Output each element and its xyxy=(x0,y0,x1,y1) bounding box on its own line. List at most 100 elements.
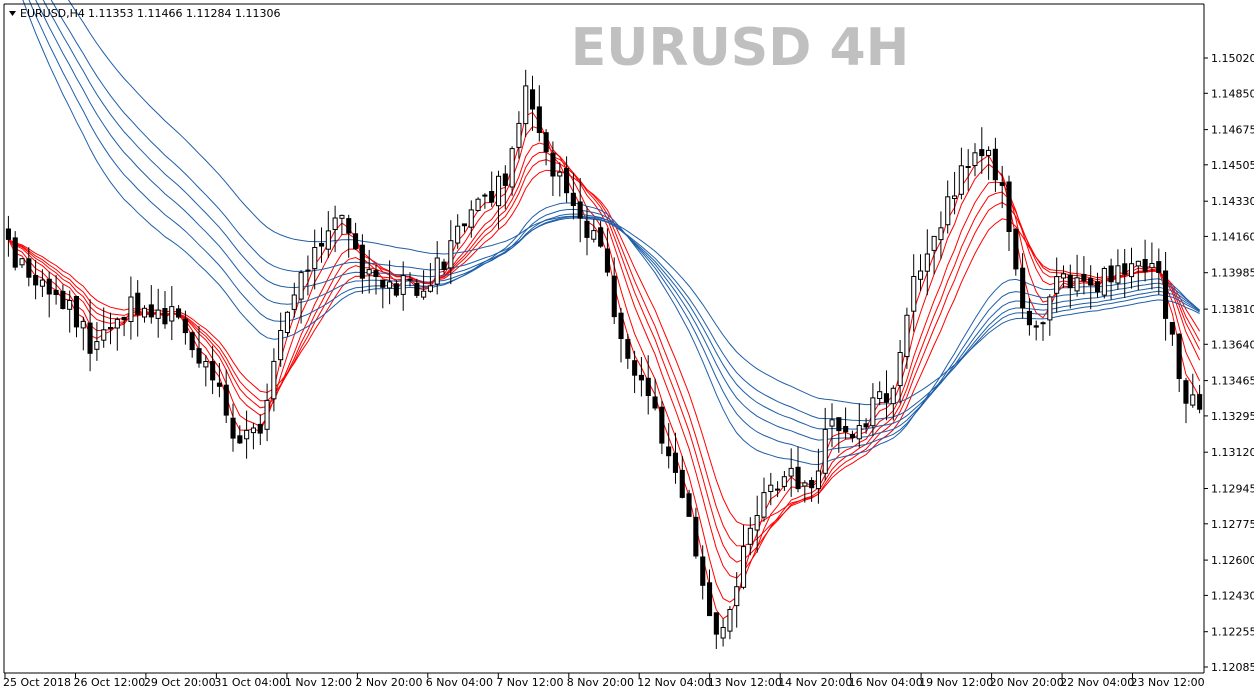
bull-candle-body xyxy=(734,586,740,607)
bear-candle-body xyxy=(992,148,998,181)
bull-candle-body xyxy=(291,294,297,310)
candle xyxy=(407,272,413,287)
bear-candle-body xyxy=(604,248,611,273)
bear-candle-body xyxy=(863,423,869,428)
price-tick-label: 1.13120 xyxy=(1211,446,1254,459)
bear-candle-body xyxy=(883,393,890,403)
bull-candle-body xyxy=(80,320,86,329)
bull-candle-body xyxy=(890,387,896,405)
candle xyxy=(972,143,978,177)
candle xyxy=(421,270,427,300)
bear-candle-body xyxy=(1067,274,1073,289)
candle xyxy=(244,410,250,459)
bear-candle-body xyxy=(373,270,379,278)
bear-candle-body xyxy=(632,360,638,376)
candle xyxy=(346,214,352,258)
bear-candle-body xyxy=(305,269,311,272)
candle xyxy=(754,495,760,553)
bull-candle-body xyxy=(945,196,951,226)
bull-candle-body xyxy=(278,330,284,361)
bull-candle-body xyxy=(482,194,488,197)
bear-candle-body xyxy=(1176,333,1182,380)
time-tick-label: 16 Nov 04:00 xyxy=(849,676,923,689)
candle xyxy=(1074,254,1080,297)
candle xyxy=(802,480,808,503)
bear-candle-body xyxy=(659,406,665,444)
candle xyxy=(741,524,747,590)
bear-candle-body xyxy=(652,396,658,409)
candle xyxy=(312,229,318,290)
moving-averages xyxy=(7,0,1201,620)
bear-candle-body xyxy=(843,426,849,433)
candle xyxy=(809,477,815,502)
candle xyxy=(795,446,801,493)
bear-candle-body xyxy=(775,488,781,491)
bull-candle-body xyxy=(284,311,290,333)
bear-candle-body xyxy=(162,308,168,325)
bear-candle-body xyxy=(1095,281,1101,293)
candle xyxy=(264,383,270,442)
bull-candle-body xyxy=(965,166,971,168)
dropdown-triangle-icon[interactable] xyxy=(9,11,16,16)
candle xyxy=(482,193,488,209)
candle xyxy=(461,223,467,233)
candle xyxy=(319,227,325,263)
candle xyxy=(530,75,536,131)
bear-candle-body xyxy=(393,283,399,296)
candle xyxy=(720,618,726,647)
bear-candle-body xyxy=(849,434,856,438)
time-tick-label: 2 Nov 20:00 xyxy=(355,676,422,689)
bull-candle-body xyxy=(1060,273,1067,279)
bull-candle-body xyxy=(788,467,794,477)
candle xyxy=(509,146,515,196)
price-tick-label: 1.12255 xyxy=(1211,626,1254,639)
candle xyxy=(427,263,433,293)
candle xyxy=(822,407,828,481)
candle xyxy=(278,312,284,367)
candle xyxy=(938,211,944,260)
bull-candle-body xyxy=(1149,263,1155,269)
candle xyxy=(46,271,52,318)
price-axis[interactable]: 1.15020 1.14850 1.14675 1.14505 1.14330 1.141… xyxy=(1204,52,1254,674)
bear-candle-body xyxy=(584,220,590,238)
candle xyxy=(1054,257,1060,313)
candle xyxy=(1190,373,1196,408)
price-tick-label: 1.12430 xyxy=(1211,589,1254,602)
bull-candle-body xyxy=(94,341,100,350)
candle xyxy=(1095,272,1101,298)
bull-candle-body xyxy=(1190,394,1196,406)
bear-candle-body xyxy=(638,374,645,381)
bull-candle-body xyxy=(366,269,372,275)
candle xyxy=(591,219,597,243)
candle xyxy=(836,417,842,453)
candle xyxy=(958,147,964,200)
candle xyxy=(67,290,73,333)
bear-candle-body xyxy=(441,261,447,271)
candle xyxy=(496,170,502,229)
candle xyxy=(475,197,481,212)
bear-candle-body xyxy=(795,466,801,490)
slow_ma-line-35 xyxy=(28,0,1200,453)
price-tick-label: 1.12085 xyxy=(1211,661,1254,674)
bull-candle-body xyxy=(1074,277,1080,292)
bear-candle-body xyxy=(1169,322,1175,335)
bull-candle-body xyxy=(434,257,440,285)
bull-candle-body xyxy=(427,285,433,292)
bear-candle-body xyxy=(536,106,542,134)
bear-candle-body xyxy=(679,469,685,498)
time-tick-label: 20 Nov 20:00 xyxy=(990,676,1064,689)
fast_ma-line-10 xyxy=(8,151,1201,563)
candle xyxy=(924,229,930,296)
bull-candle-body xyxy=(155,309,161,319)
price-tick-label: 1.14675 xyxy=(1211,124,1254,137)
candle xyxy=(1020,253,1026,319)
candle xyxy=(284,311,290,337)
bear-candle-body xyxy=(625,339,631,359)
bear-candle-body xyxy=(237,435,243,444)
bear-candle-body xyxy=(611,275,617,318)
bull-candle-body xyxy=(1040,322,1046,325)
candle xyxy=(5,215,11,257)
candle xyxy=(781,471,787,491)
